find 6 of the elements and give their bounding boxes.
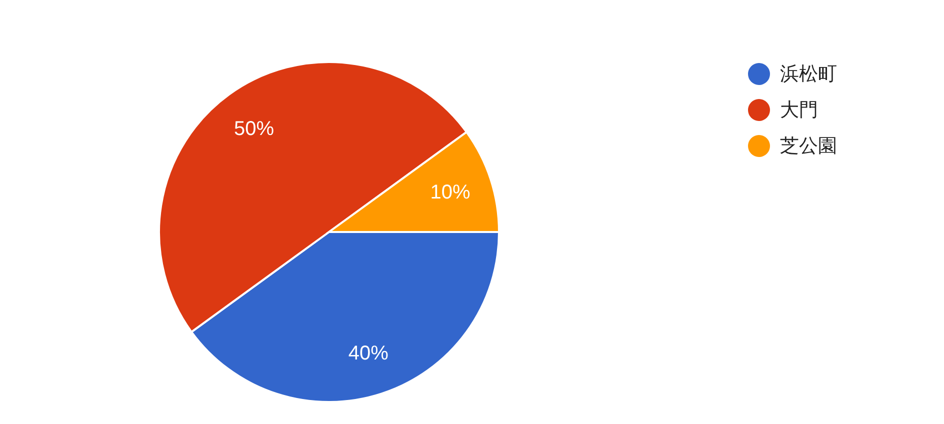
legend-label: 大門 [780, 99, 818, 123]
data-label: 50% [234, 118, 274, 140]
data-label: 40% [348, 342, 389, 364]
legend-label: 浜松町 [780, 63, 837, 87]
legend-label: 芝公園 [780, 135, 837, 159]
data-label: 10% [430, 182, 470, 204]
